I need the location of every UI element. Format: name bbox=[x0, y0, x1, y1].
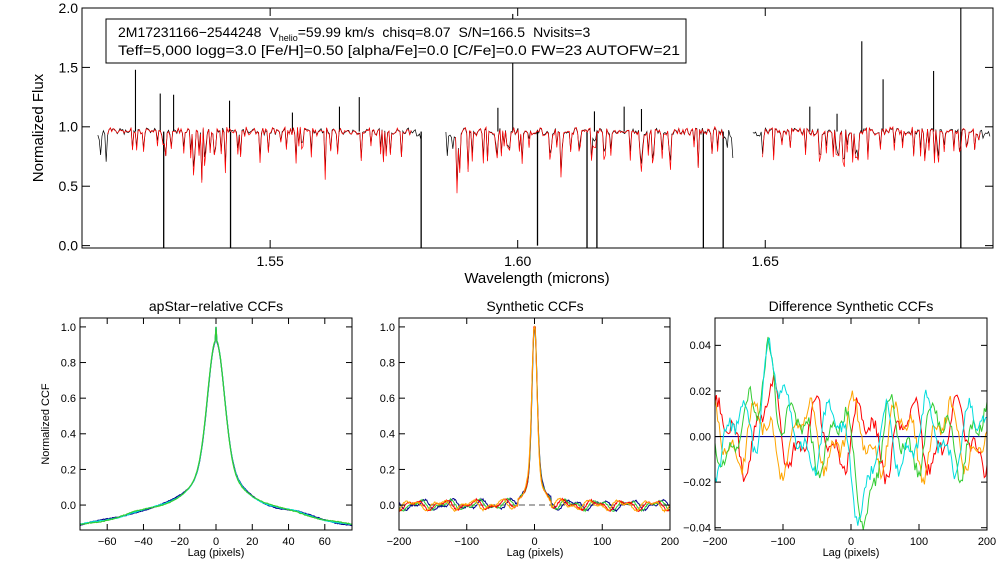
y-tick-label: 1.0 bbox=[59, 119, 79, 135]
y-tick-label: 0.02 bbox=[690, 386, 711, 398]
y-tick-label: 0.6 bbox=[380, 393, 395, 405]
x-tick-label: 40 bbox=[282, 536, 294, 548]
apstar-ccf-ticks: −60 −40 −20 0 20 40 60 0.0 0.2 0.4 0.6 0.8 1.0 bbox=[61, 318, 352, 548]
synthetic-spectrum-chip-line bbox=[107, 125, 412, 183]
apstar-ccf-series-line bbox=[79, 326, 353, 526]
synthetic-ccf-series-line bbox=[398, 324, 671, 513]
synthetic-ccf-series-line bbox=[398, 326, 671, 513]
synthetic-spectrum-series bbox=[107, 125, 981, 194]
x-tick-label: −40 bbox=[134, 536, 153, 548]
v-helio-value: =59.99 km/s bbox=[298, 24, 375, 40]
y-tick-label: 2.0 bbox=[59, 0, 79, 16]
spectrum-y-axis-title: Normalized Flux bbox=[30, 73, 47, 182]
difference-ccf-title: Difference Synthetic CCFs bbox=[769, 298, 934, 314]
y-tick-label: 0.8 bbox=[380, 357, 395, 369]
x-tick-label: 100 bbox=[910, 536, 928, 548]
x-tick-label: −20 bbox=[170, 536, 189, 548]
sn-value: S/N=166.5 bbox=[459, 24, 526, 40]
star-info-line-1: 2M17231166−2544248 Vhelio=59.99 km/s chisq… bbox=[118, 24, 590, 43]
x-tick-label: 100 bbox=[593, 536, 611, 548]
y-tick-label: −0.04 bbox=[683, 523, 711, 535]
apstar-ccf-series-line bbox=[79, 326, 353, 526]
y-tick-label: 0.5 bbox=[59, 178, 79, 194]
x-tick-label: 0 bbox=[531, 536, 537, 548]
x-tick-label: 1.65 bbox=[752, 253, 779, 269]
synthetic-ccf-panel: Synthetic CCFs −200 −100 0 100 200 0.0 0.2 0.4 0… bbox=[380, 298, 679, 559]
spectrum-ticks: 1.55 1.60 1.65 0.0 0.5 1.0 1.5 2.0 bbox=[59, 0, 993, 269]
apstar-ccf-panel: apStar−relative CCFs −60 −40 −20 0 20 40 60 0.0… bbox=[40, 298, 353, 559]
x-tick-label: 1.55 bbox=[257, 253, 284, 269]
difference-ccf-panel: Difference Synthetic CCFs −200 −100 0 100 20… bbox=[683, 298, 996, 559]
y-tick-label: 0.8 bbox=[61, 357, 76, 369]
difference-ccf-ticks: −200 −100 0 100 200 −0.04 −0.02 0.00 0.02 0.04 bbox=[683, 318, 996, 548]
difference-ccf-series-line bbox=[714, 336, 988, 530]
x-tick-label: 1.60 bbox=[504, 253, 531, 269]
object-id: 2M17231166−2544248 bbox=[118, 24, 262, 40]
difference-ccf-lines bbox=[714, 336, 988, 530]
nvisits-value: Nvisits=3 bbox=[533, 24, 590, 40]
y-tick-label: 0.0 bbox=[61, 500, 76, 512]
v-helio-symbol: V bbox=[269, 24, 279, 40]
chisq-value: chisq=8.07 bbox=[382, 24, 450, 40]
synthetic-ccf-axes-frame bbox=[398, 317, 671, 531]
y-tick-label: 0.4 bbox=[380, 429, 395, 441]
apstar-ccf-x-axis-title: Lag (pixels) bbox=[188, 547, 245, 559]
synthetic-ccf-title: Synthetic CCFs bbox=[486, 298, 583, 314]
apstar-ccf-series-line bbox=[79, 326, 353, 527]
y-tick-label: 0.4 bbox=[61, 429, 76, 441]
star-info-box-frame bbox=[105, 18, 687, 64]
x-tick-label: 0 bbox=[213, 536, 219, 548]
x-tick-label: 60 bbox=[319, 536, 331, 548]
y-tick-label: 0.0 bbox=[380, 500, 395, 512]
apstar-ccf-y-axis-title: Normalized CCF bbox=[40, 383, 52, 465]
synthetic-spectrum-chip-line bbox=[762, 125, 981, 167]
apstar-ccf-title: apStar−relative CCFs bbox=[149, 298, 283, 314]
x-tick-label: −200 bbox=[387, 536, 412, 548]
x-tick-label: 20 bbox=[246, 536, 258, 548]
x-tick-label: −100 bbox=[454, 536, 479, 548]
synthetic-ccf-lines bbox=[398, 324, 671, 513]
spectrum-x-axis-title: Wavelength (microns) bbox=[464, 270, 609, 287]
x-tick-label: −100 bbox=[771, 536, 796, 548]
y-tick-label: 1.0 bbox=[380, 322, 395, 334]
y-tick-label: 0.6 bbox=[61, 393, 76, 405]
y-tick-label: 0.0 bbox=[59, 238, 79, 254]
x-tick-label: 200 bbox=[978, 536, 996, 548]
difference-ccf-series-line bbox=[714, 337, 988, 526]
y-tick-label: 1.5 bbox=[59, 59, 79, 75]
y-tick-label: 0.2 bbox=[380, 464, 395, 476]
v-helio-subscript: helio bbox=[279, 33, 298, 43]
synthetic-spectrum-chip-line bbox=[455, 125, 724, 194]
x-tick-label: −60 bbox=[98, 536, 117, 548]
apstar-ccf-lines bbox=[79, 326, 353, 527]
x-tick-label: 0 bbox=[848, 536, 854, 548]
spectrum-axes-frame bbox=[81, 7, 994, 249]
x-tick-label: 200 bbox=[661, 536, 679, 548]
stellar-parameters-line: Teff=5,000 logg=3.0 [Fe/H]=0.50 [alpha/F… bbox=[118, 42, 680, 58]
y-tick-label: 0.04 bbox=[690, 340, 711, 352]
observed-spectrum-series bbox=[97, 8, 991, 248]
star-info-box: 2M17231166−2544248 Vhelio=59.99 km/s chisq… bbox=[105, 18, 687, 64]
y-tick-label: 0.2 bbox=[61, 464, 76, 476]
y-tick-label: −0.02 bbox=[683, 477, 711, 489]
synthetic-ccf-series-line bbox=[398, 326, 671, 513]
y-tick-label: 0.00 bbox=[690, 431, 711, 443]
synthetic-ccf-ticks: −200 −100 0 100 200 0.0 0.2 0.4 0.6 0.8 1.0 bbox=[380, 318, 679, 548]
y-tick-label: 1.0 bbox=[61, 322, 76, 334]
spectrum-panel: 1.55 1.60 1.65 0.0 0.5 1.0 1.5 2.0 Wavelength (… bbox=[30, 0, 994, 287]
apstar-ccf-axes-frame bbox=[79, 317, 353, 531]
synthetic-ccf-series-line bbox=[398, 326, 671, 513]
x-tick-label: −200 bbox=[703, 536, 728, 548]
synthetic-ccf-x-axis-title: Lag (pixels) bbox=[507, 547, 564, 559]
difference-ccf-x-axis-title: Lag (pixels) bbox=[823, 547, 880, 559]
